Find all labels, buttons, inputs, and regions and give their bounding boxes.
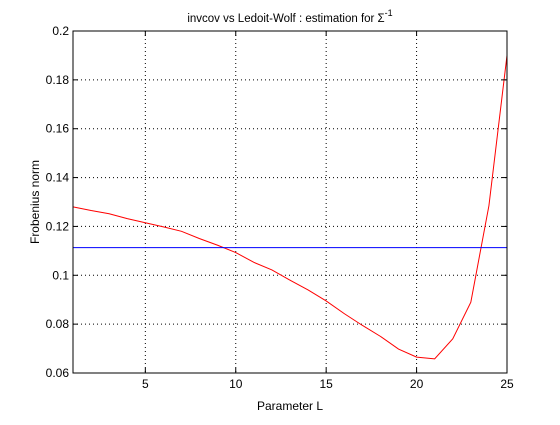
grid-lines bbox=[73, 31, 507, 373]
chart-title-superscript: -1 bbox=[385, 8, 393, 18]
x-tick-label: 10 bbox=[229, 377, 243, 391]
chart-title-main: invcov vs Ledoit-Wolf : estimation for Σ bbox=[187, 13, 384, 25]
y-tick-label: 0.1 bbox=[52, 268, 69, 282]
x-axis-label: Parameter L bbox=[257, 399, 323, 413]
y-tick-labels: 0.06 0.08 0.1 0.12 0.14 0.16 0.18 0.2 bbox=[46, 24, 70, 380]
y-axis-label: Frobenius norm bbox=[28, 160, 42, 244]
plot-frame bbox=[72, 30, 508, 374]
x-tick-labels: 5 10 15 20 25 bbox=[142, 377, 514, 391]
y-tick-label: 0.18 bbox=[46, 73, 70, 87]
plot-background bbox=[73, 31, 507, 373]
chart-title: invcov vs Ledoit-Wolf : estimation for Σ… bbox=[187, 8, 392, 25]
y-tick-label: 0.14 bbox=[46, 171, 70, 185]
series-line-1 bbox=[72, 55, 508, 360]
x-tick-label: 20 bbox=[410, 377, 424, 391]
y-tick-label: 0.16 bbox=[46, 122, 70, 136]
x-tick-label: 15 bbox=[319, 377, 333, 391]
x-tick-label: 25 bbox=[500, 377, 514, 391]
series-layer bbox=[72, 55, 508, 360]
y-tick-label: 0.06 bbox=[46, 366, 70, 380]
x-tick-label: 5 bbox=[142, 377, 149, 391]
y-tick-label: 0.2 bbox=[52, 24, 69, 38]
axis-ticks bbox=[73, 30, 508, 374]
y-tick-label: 0.12 bbox=[46, 219, 70, 233]
y-tick-label: 0.08 bbox=[46, 317, 70, 331]
